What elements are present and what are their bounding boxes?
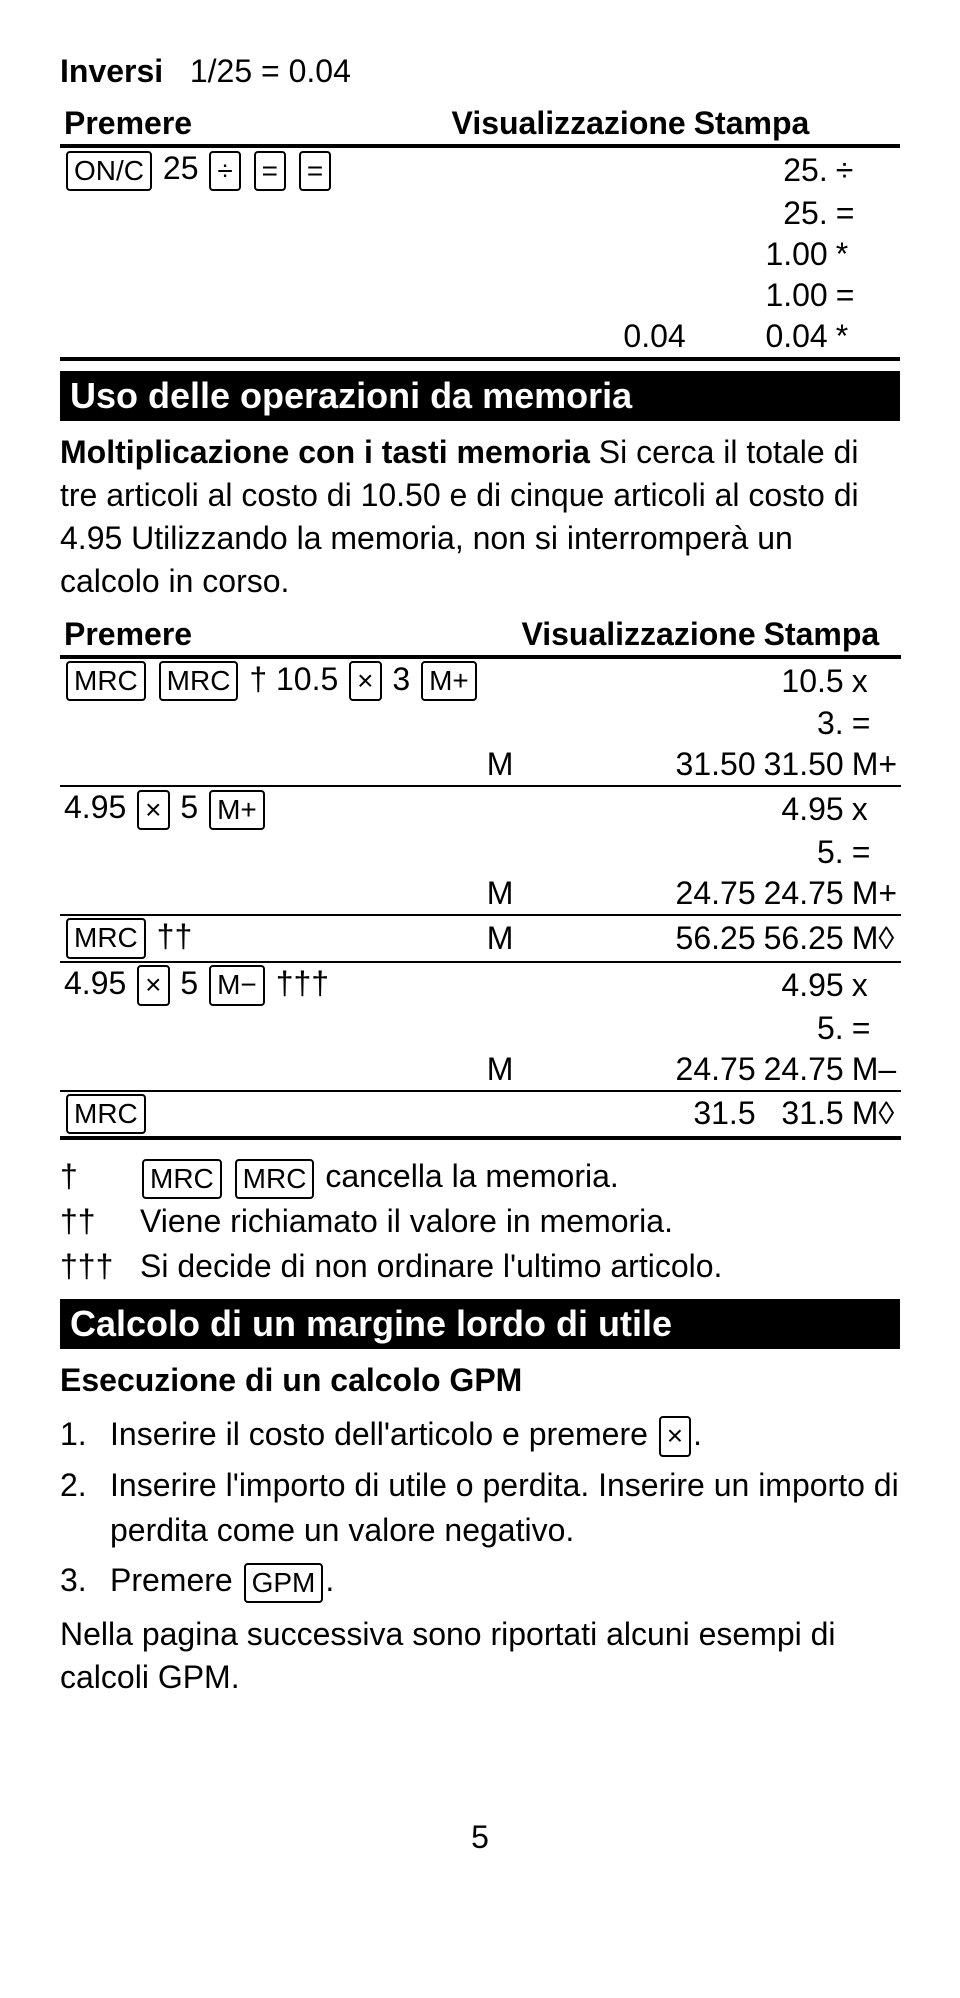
footnote: †MRC MRC cancella la memoria. bbox=[60, 1154, 900, 1199]
gpm-title: Calcolo di un margine lordo di utile bbox=[60, 1299, 900, 1349]
inversi-formula: 1/25 = 0.04 bbox=[190, 53, 351, 89]
memoria-title: Uso delle operazioni da memoria bbox=[60, 371, 900, 421]
table-row: ON/C 25 ÷ = = 25.÷ bbox=[60, 146, 900, 193]
table-row: 25.= bbox=[60, 193, 900, 234]
footnote: ††Viene richiamato il valore in memoria. bbox=[60, 1199, 900, 1244]
table-row: 5.= bbox=[60, 832, 901, 873]
inversi-label: Inversi bbox=[60, 53, 163, 89]
table-row: 1.00* bbox=[60, 234, 900, 275]
col-header-print: Stampa bbox=[760, 614, 901, 657]
col-header-press: Premere bbox=[60, 103, 366, 146]
gpm-closing: Nella pagina successiva sono riportati a… bbox=[60, 1613, 900, 1699]
memoria-intro: Moltiplicazione con i tasti memoria Si c… bbox=[60, 431, 900, 604]
table-row: 4.95 × 5 M+ 4.95x bbox=[60, 786, 901, 832]
table-row: MRC †† M56.2556.25M◊ bbox=[60, 915, 901, 962]
memoria-table: Premere Visualizzazione Stampa MRC MRC †… bbox=[60, 614, 901, 1141]
list-item: 2.Inserire l'importo di utile o perdita.… bbox=[60, 1463, 900, 1553]
inversi-heading: Inversi 1/25 = 0.04 bbox=[60, 50, 900, 93]
col-header-press: Premere bbox=[60, 614, 483, 657]
table-row: 4.95 × 5 M− ††† 4.95x bbox=[60, 962, 901, 1008]
table-row: M24.7524.75M– bbox=[60, 1049, 901, 1091]
col-header-disp: Visualizzazione bbox=[517, 614, 759, 657]
table-row: 0.040.04* bbox=[60, 316, 900, 359]
footnote: †††Si decide di non ordinare l'ultimo ar… bbox=[60, 1244, 900, 1289]
gpm-subtitle: Esecuzione di un calcolo GPM bbox=[60, 1359, 900, 1402]
list-item: 1.Inserire il costo dell'articolo e prem… bbox=[60, 1412, 900, 1457]
table-row: 5.= bbox=[60, 1008, 901, 1049]
table-row: 1.00= bbox=[60, 275, 900, 316]
table-row: MRC 31.531.5M◊ bbox=[60, 1091, 901, 1139]
list-item: 3.Premere GPM. bbox=[60, 1558, 900, 1603]
memoria-notes: †MRC MRC cancella la memoria.††Viene ric… bbox=[60, 1154, 900, 1288]
table-row: 3.= bbox=[60, 703, 901, 744]
page-number: 5 bbox=[60, 1819, 900, 1856]
col-header-disp: Visualizzazione bbox=[448, 103, 690, 146]
memoria-intro-bold: Moltiplicazione con i tasti memoria bbox=[60, 434, 590, 470]
inversi-table: Premere Visualizzazione Stampa ON/C 25 ÷… bbox=[60, 103, 900, 361]
gpm-steps: 1.Inserire il costo dell'articolo e prem… bbox=[60, 1412, 900, 1603]
table-row: M31.5031.50M+ bbox=[60, 744, 901, 786]
col-header-print: Stampa bbox=[690, 103, 900, 146]
table-row: M24.7524.75M+ bbox=[60, 873, 901, 915]
table-row: MRC MRC † 10.5 × 3 M+ 10.5x bbox=[60, 657, 901, 704]
